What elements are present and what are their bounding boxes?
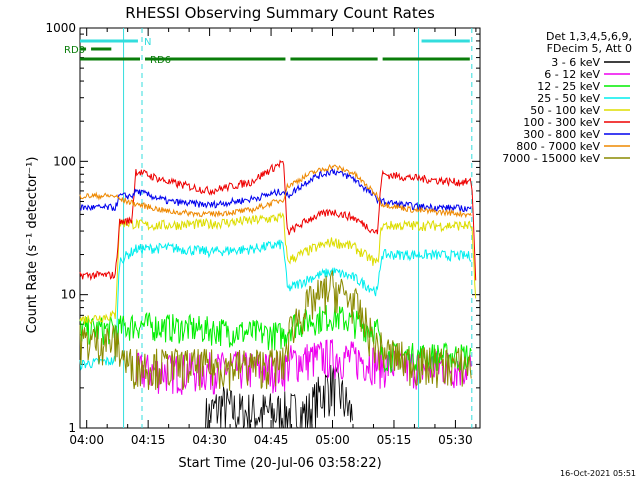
series-line [79, 163, 472, 219]
y-tick-label: 100 [53, 154, 76, 168]
series-line [79, 159, 477, 281]
flag-label-n: N [144, 37, 151, 48]
footer-date: 16-Oct-2021 05:51 [560, 469, 636, 478]
x-axis-label: Start Time (20-Jul-06 03:58:22) [178, 456, 381, 471]
series-line [205, 364, 353, 429]
series-line [79, 168, 472, 213]
x-tick-label: 05:30 [438, 433, 473, 447]
series-line [79, 270, 472, 391]
legend: Det 1,3,4,5,6,9, FDecim 5, Att 0 3 - 6 k… [502, 30, 632, 165]
legend-entry-label: 100 - 300 keV [523, 116, 600, 129]
legend-header-line-1: Det 1,3,4,5,6,9, [546, 30, 632, 43]
legend-entry-label: 12 - 25 keV [537, 80, 600, 93]
x-tick-label: 04:30 [192, 433, 227, 447]
y-axis-label: Count Rate (s⁻¹ detector⁻¹) [25, 157, 40, 334]
y-tick-label: 10 [61, 288, 76, 302]
x-tick-label: 05:15 [377, 433, 412, 447]
x-tick-label: 04:00 [69, 433, 104, 447]
series-line [79, 211, 477, 325]
legend-header-line-2: FDecim 5, Att 0 [547, 42, 632, 55]
series-line [79, 239, 472, 371]
legend-entry-label: 6 - 12 keV [544, 68, 600, 81]
flag-label-rd0: RD0 [64, 45, 85, 56]
legend-entry-label: 50 - 100 keV [530, 104, 600, 117]
legend-entry-label: 25 - 50 keV [537, 92, 600, 105]
chart-title: RHESSI Observing Summary Count Rates [125, 4, 435, 22]
x-tick-label: 04:15 [131, 433, 166, 447]
x-tick-label: 05:00 [315, 433, 350, 447]
legend-entry-label: 300 - 800 keV [523, 128, 600, 141]
legend-entry-label: 7000 - 15000 keV [502, 152, 600, 165]
flag-label-rd6: RD6 [150, 55, 171, 66]
legend-entry-label: 800 - 7000 keV [516, 140, 600, 153]
y-tick-label: 1 [68, 421, 76, 435]
plot-area: 1 10 100 1000 04:00 04:15 04:30 04:45 05:00 05:15… [45, 21, 481, 447]
plot-frame [79, 27, 481, 429]
x-tick-label: 04:45 [254, 433, 289, 447]
legend-entry-label: 3 - 6 keV [551, 56, 600, 69]
y-tick-label: 1000 [45, 21, 76, 35]
